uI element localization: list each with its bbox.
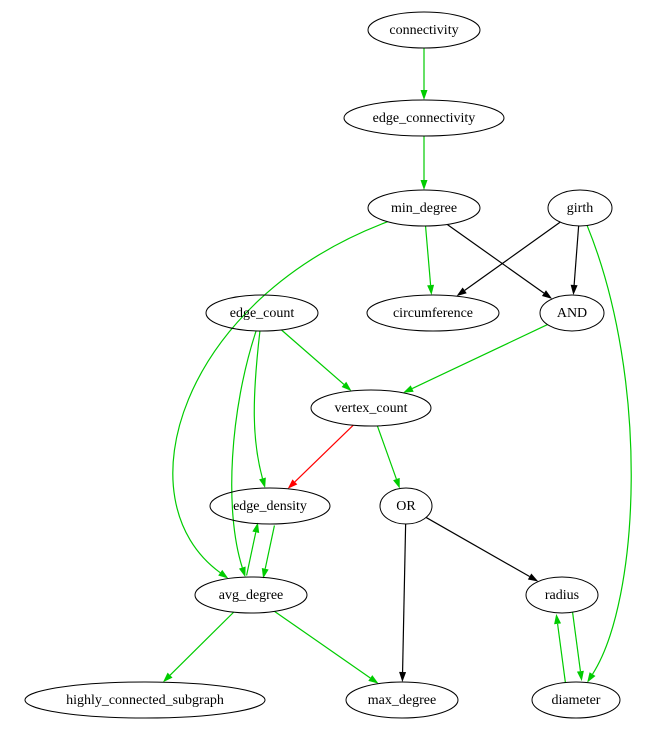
node-label-OR: OR [396,499,416,514]
edge-edge_density-to-avg_degree [265,525,274,568]
node-label-girth: girth [567,201,593,216]
node-label-highly_connected_subgraph: highly_connected_subgraph [66,693,224,708]
node-label-AND: AND [557,306,587,321]
edge-vertex_count-to-edge_density [295,425,353,482]
node-label-connectivity: connectivity [389,23,458,38]
node-label-edge_connectivity: edge_connectivity [373,111,476,126]
edge-avg_degree-to-edge_density [247,532,256,575]
node-label-edge_density: edge_density [233,499,307,514]
node-label-max_degree: max_degree [368,693,436,708]
edge-avg_degree-to-max_degree [274,611,370,678]
edge-vertex_count-to-OR [377,426,396,479]
node-label-circumference: circumference [393,306,473,321]
edge-edge_count-to-edge_density [254,331,262,478]
node-label-diameter: diameter [552,693,601,708]
edge-edge_count-to-vertex_count [281,330,344,385]
edge-min_degree-to-avg_degree [173,222,388,573]
edge-girth-to-AND [574,226,578,285]
edge-radius-to-diameter [573,612,581,671]
edge-min_degree-to-circumference [426,226,431,285]
edge-OR-to-radius [426,517,530,576]
edge-min_degree-to-AND [447,224,544,293]
node-label-avg_degree: avg_degree [219,588,284,603]
edge-OR-to-max_degree [403,524,406,672]
graph-diagram: connectivity edge_connectivity min_degree g… [0,0,660,731]
edge-diameter-to-radius [558,624,566,683]
edge-girth-to-circumference [465,222,561,290]
edge-avg_degree-to-highly_connected_subgraph [170,612,234,675]
node-label-radius: radius [545,588,579,603]
edge-edge_count-to-avg_degree [232,331,256,568]
edge-girth-to-diameter [587,226,631,675]
node-label-min_degree: min_degree [391,201,457,216]
node-label-edge_count: edge_count [230,306,295,321]
edge-AND-to-vertex_count [412,325,547,389]
node-label-vertex_count: vertex_count [334,401,407,416]
